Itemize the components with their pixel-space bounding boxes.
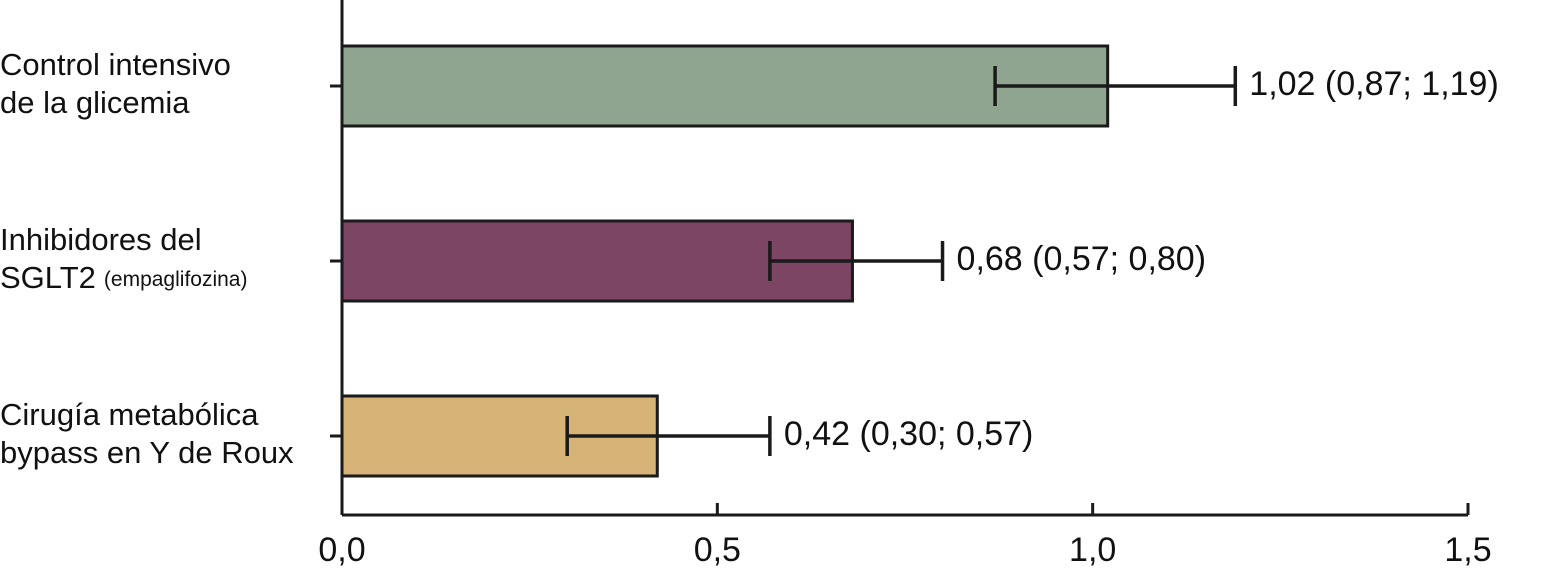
value-label: 0,42 (0,30; 0,57) bbox=[784, 415, 1034, 453]
category-label: Control intensivo bbox=[0, 47, 231, 82]
value-label: 1,02 (0,87; 1,19) bbox=[1249, 65, 1499, 103]
category-label: Cirugía metabólica bbox=[0, 397, 259, 432]
value-label: 0,68 (0,57; 0,80) bbox=[957, 240, 1207, 278]
category-label-part: SGLT2 bbox=[0, 260, 96, 295]
category-label-part: Cirugía metabólica bbox=[0, 397, 259, 432]
category-label-part: Inhibidores del bbox=[0, 222, 202, 257]
bar bbox=[340, 44, 1110, 128]
category-label: Inhibidores del bbox=[0, 222, 202, 257]
category-label-part: bypass en Y de Roux bbox=[0, 435, 294, 470]
x-tick-label: 0,0 bbox=[318, 531, 365, 569]
x-tick-label: 1,5 bbox=[1444, 531, 1491, 569]
category-label: bypass en Y de Roux bbox=[0, 435, 294, 470]
x-tick-label: 0,5 bbox=[694, 531, 741, 569]
x-tick-label: 1,0 bbox=[1069, 531, 1116, 569]
category-label: SGLT2 (empaglifozina) bbox=[0, 260, 247, 295]
category-label-part: Control intensivo bbox=[0, 47, 231, 82]
category-label: de la glicemia bbox=[0, 85, 190, 120]
category-label-part: (empaglifozina) bbox=[104, 268, 248, 291]
category-label-part: de la glicemia bbox=[0, 85, 190, 120]
bar bbox=[340, 219, 854, 303]
